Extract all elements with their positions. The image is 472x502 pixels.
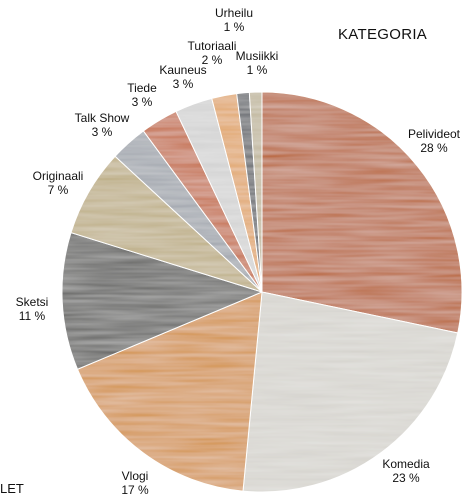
slice-value-label: 3 % (132, 95, 153, 109)
slice-label: Talk Show (75, 111, 130, 125)
slice-value-label: 1 % (247, 63, 268, 77)
pie-slices (61, 91, 463, 493)
slice-label: Vlogi (122, 469, 149, 483)
slice-value-label: 17 % (121, 483, 149, 497)
slice-value-label: 28 % (420, 141, 448, 155)
pie-slice-vlogi (76, 291, 263, 492)
slice-label: Kauneus (159, 63, 206, 77)
slice-label: Tiede (127, 81, 157, 95)
slice-label: Originaali (33, 169, 84, 183)
pie-slice-musiikki (248, 91, 263, 293)
slice-label: Urheilu (215, 6, 253, 20)
slice-value-label: 3 % (92, 125, 113, 139)
corner-text: LET (0, 481, 24, 496)
slice-value-label: 1 % (224, 20, 245, 34)
slice-label: Sketsi (16, 295, 49, 309)
pie-slice-sketsi (61, 231, 264, 370)
slice-value-label: 2 % (202, 53, 223, 67)
slice-value-label: 3 % (173, 77, 194, 91)
slice-value-label: 7 % (48, 183, 69, 197)
chart-title: KATEGORIA (338, 26, 428, 43)
pie-slice-komedia (242, 291, 459, 493)
slice-label: Komedia (382, 457, 430, 471)
slice-label: Tutoriaali (188, 39, 237, 53)
slice-value-label: 23 % (392, 471, 420, 485)
slice-label: Musiikki (236, 49, 279, 63)
slice-value-label: 11 % (19, 309, 46, 323)
slice-label: Pelivideot (408, 127, 461, 141)
pie-slice-pelivideot (261, 91, 463, 334)
